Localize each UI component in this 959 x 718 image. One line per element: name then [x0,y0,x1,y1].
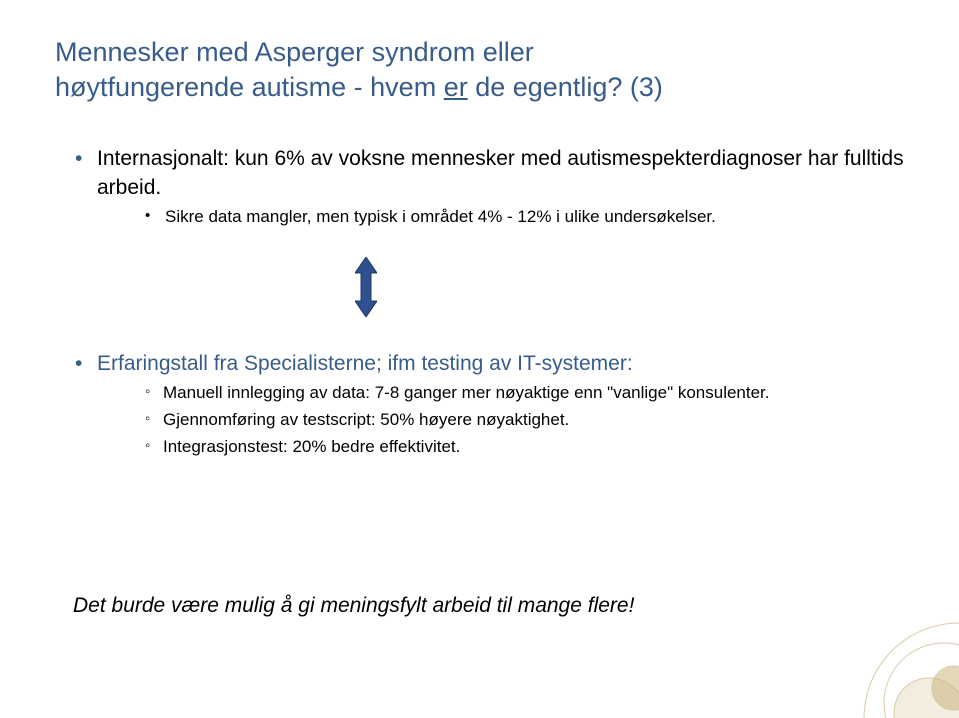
bullet-text: Internasjonalt: kun 6% av voksne mennesk… [97,147,904,198]
section-1-sub: Sikre data mangler, men typisk i området… [145,206,904,229]
sub-item-testscript: Gjennomføring av testscript: 50% høyere … [145,409,904,432]
section-2: Erfaringstall fra Specialisterne; ifm te… [75,350,904,459]
corner-decoration-icon [809,568,959,718]
sub-item-manual: Manuell innlegging av data: 7-8 ganger m… [145,382,904,405]
sub-bullet-data-range: Sikre data mangler, men typisk i området… [145,206,904,229]
title-line-2: høytfungerende autisme - hvem er de egen… [55,70,904,105]
title-line-1: Mennesker med Asperger syndrom eller [55,35,904,70]
section-2-sub: Manuell innlegging av data: 7-8 ganger m… [145,382,904,459]
double-arrow-icon [355,257,904,322]
title-line2-post: de egentlig? (3) [468,72,663,102]
bullet-international: Internasjonalt: kun 6% av voksne mennesk… [75,145,904,229]
sub-item-integration: Integrasjonstest: 20% bedre effektivitet… [145,436,904,459]
bullet-text-2: Erfaringstall fra Specialisterne; ifm te… [97,352,633,375]
slide: Mennesker med Asperger syndrom eller høy… [0,0,959,718]
slide-title: Mennesker med Asperger syndrom eller høy… [55,35,904,105]
section-1: Internasjonalt: kun 6% av voksne mennesk… [75,145,904,229]
title-underlined-word: er [444,72,468,102]
title-line2-pre: høytfungerende autisme - hvem [55,72,444,102]
closing-statement: Det burde være mulig å gi meningsfylt ar… [73,594,904,618]
bullet-specialisterne: Erfaringstall fra Specialisterne; ifm te… [75,350,904,459]
